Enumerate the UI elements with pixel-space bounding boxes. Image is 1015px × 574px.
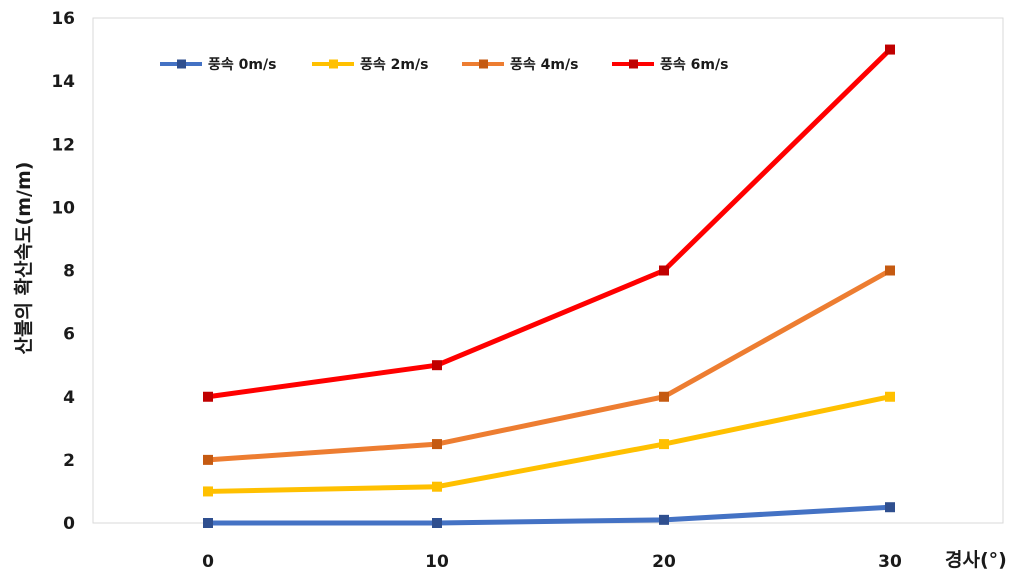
- x-tick-label: 10: [425, 552, 449, 572]
- legend-swatch-marker: [329, 59, 338, 69]
- series-3: [203, 265, 895, 465]
- data-point-marker: [659, 265, 669, 276]
- series-line: [205, 47, 893, 400]
- y-tick-label: 6: [63, 325, 75, 345]
- data-point-marker: [885, 265, 895, 276]
- data-point-marker: [432, 360, 442, 371]
- y-tick-label: 16: [51, 9, 75, 29]
- legend-label: 풍속 0m/s: [208, 57, 276, 73]
- data-point-marker: [203, 391, 213, 402]
- series-2: [203, 391, 895, 497]
- y-tick-label: 14: [51, 72, 75, 92]
- data-point-marker: [885, 391, 895, 402]
- legend-item: 풍속 0m/s: [160, 57, 276, 73]
- legend-item: 풍속 2m/s: [312, 57, 428, 73]
- data-point-marker: [885, 502, 895, 513]
- y-tick-label: 2: [63, 451, 75, 471]
- legend-swatch-marker: [479, 59, 488, 69]
- legend-item: 풍속 6m/s: [612, 57, 728, 73]
- legend-label: 풍속 2m/s: [360, 57, 428, 73]
- legend-swatch-marker: [177, 59, 186, 69]
- legend-label: 풍속 6m/s: [660, 57, 728, 73]
- data-point-marker: [432, 439, 442, 450]
- x-tick-label: 20: [652, 552, 676, 572]
- x-axis-title: 경사(°): [945, 549, 1007, 571]
- legend-label: 풍속 4m/s: [510, 57, 578, 73]
- series-line: [205, 504, 893, 526]
- data-point-marker: [885, 44, 895, 55]
- series-layer: [203, 44, 895, 528]
- x-tick-label: 30: [878, 552, 902, 572]
- data-point-marker: [432, 518, 442, 528]
- plot-area-frame: [92, 17, 1004, 524]
- data-point-marker: [659, 439, 669, 450]
- data-point-marker: [203, 454, 213, 465]
- x-tick-label: 0: [202, 552, 214, 572]
- legend-item: 풍속 4m/s: [462, 57, 578, 73]
- series-1: [203, 502, 895, 528]
- data-point-marker: [432, 481, 442, 492]
- legend: 풍속 0m/s 풍속 2m/s 풍속 4m/s 풍속 6m/s: [160, 57, 728, 73]
- data-point-marker: [659, 391, 669, 402]
- y-tick-label: 4: [63, 388, 75, 408]
- y-tick-label: 8: [63, 262, 75, 282]
- y-tick-label: 10: [51, 198, 75, 218]
- y-axis-ticks: 0 2 4 6 8 10 12 14 16: [51, 9, 75, 534]
- data-point-marker: [203, 518, 213, 528]
- y-tick-label: 0: [63, 514, 75, 534]
- y-tick-label: 12: [51, 135, 75, 155]
- legend-swatch-marker: [629, 59, 638, 69]
- series-4: [203, 44, 895, 402]
- series-line: [205, 268, 893, 463]
- y-axis-title: 산불의 확산속도(m/m): [12, 162, 35, 355]
- data-point-marker: [659, 514, 669, 525]
- series-line: [205, 394, 893, 494]
- data-point-marker: [203, 486, 213, 497]
- x-axis-ticks: 0 10 20 30: [202, 552, 902, 572]
